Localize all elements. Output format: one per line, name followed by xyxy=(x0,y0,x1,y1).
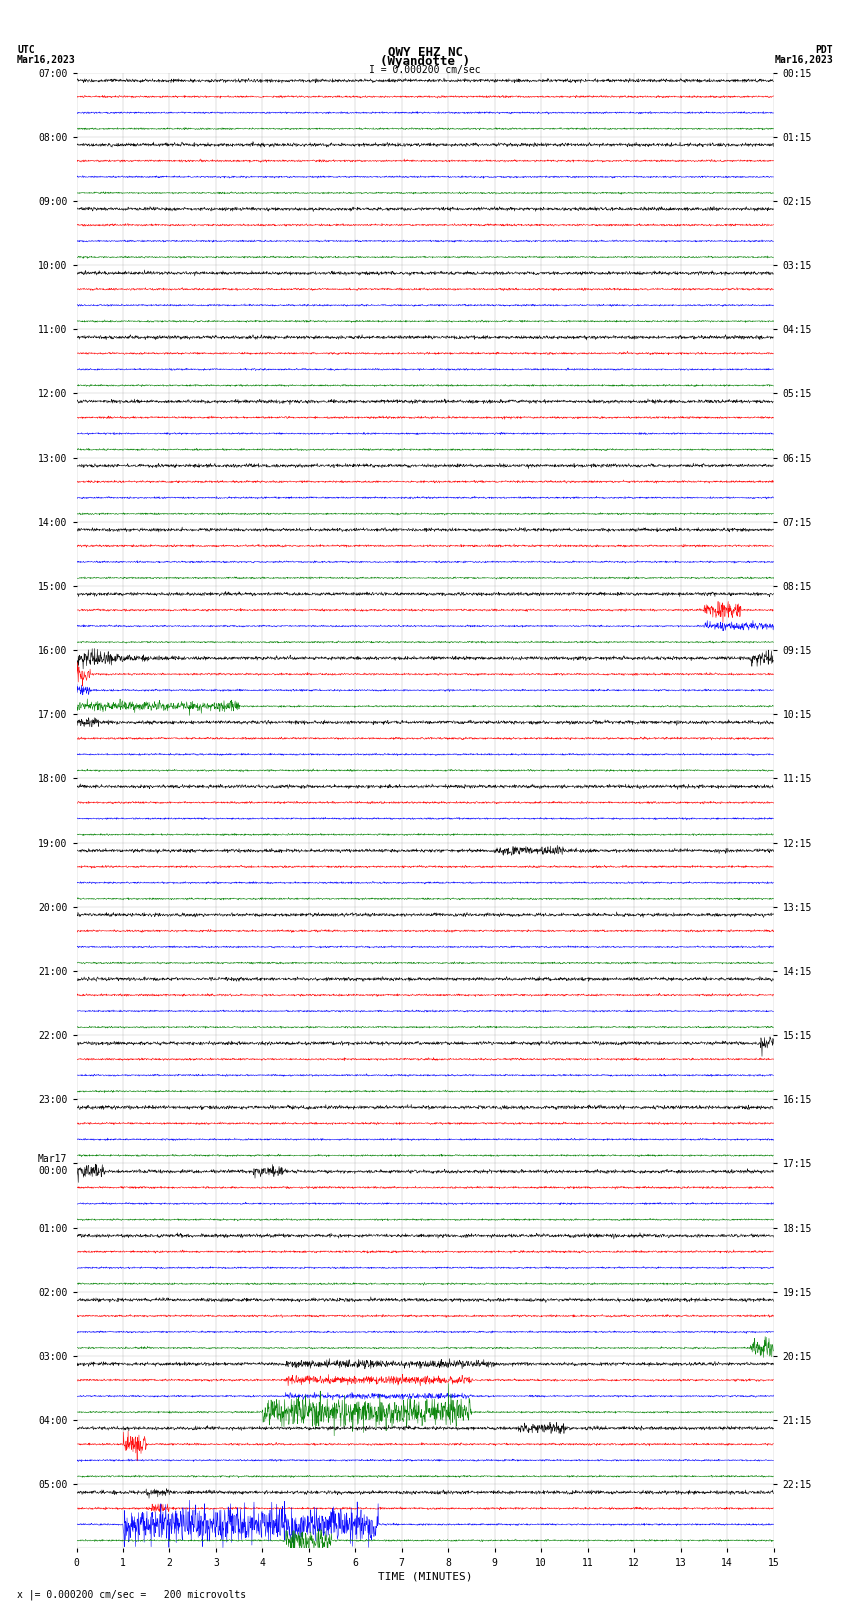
Text: (Wyandotte ): (Wyandotte ) xyxy=(380,55,470,68)
Text: Mar16,2023: Mar16,2023 xyxy=(774,55,833,65)
Text: PDT: PDT xyxy=(815,45,833,55)
Text: UTC: UTC xyxy=(17,45,35,55)
Text: I = 0.000200 cm/sec: I = 0.000200 cm/sec xyxy=(369,65,481,74)
Text: x |= 0.000200 cm/sec =   200 microvolts: x |= 0.000200 cm/sec = 200 microvolts xyxy=(17,1589,246,1600)
Text: QWY EHZ NC: QWY EHZ NC xyxy=(388,45,462,58)
X-axis label: TIME (MINUTES): TIME (MINUTES) xyxy=(377,1571,473,1582)
Text: Mar16,2023: Mar16,2023 xyxy=(17,55,76,65)
